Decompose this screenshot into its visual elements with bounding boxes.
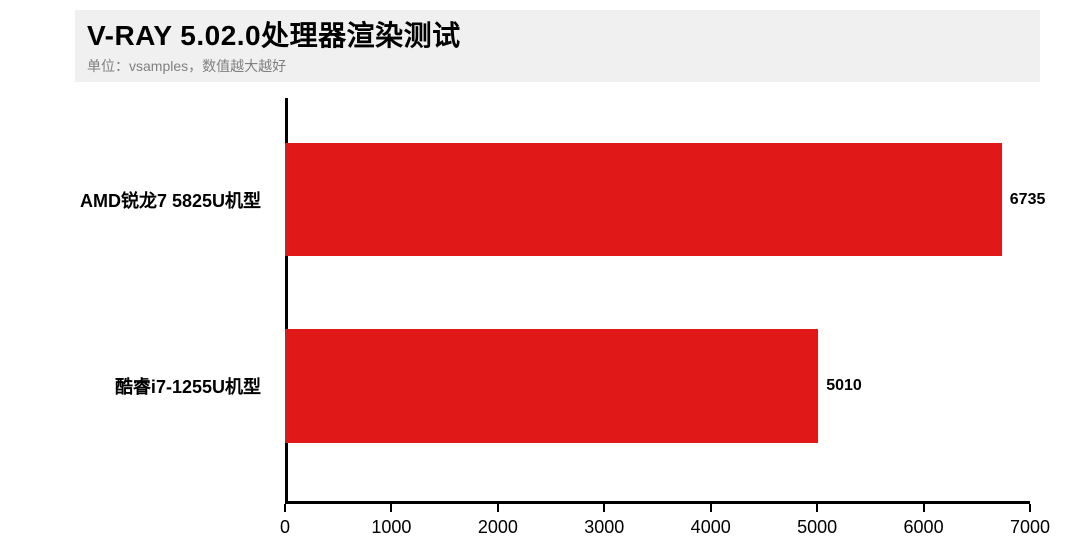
x-tick [284, 504, 286, 512]
x-tick-label: 2000 [478, 517, 518, 538]
x-tick [710, 504, 712, 512]
x-tick [603, 504, 605, 512]
category-label: AMD锐龙7 5825U机型 [75, 187, 275, 213]
chart-subtitle: 单位：vsamples，数值越大越好 [87, 56, 1028, 76]
chart-title: V-RAY 5.02.0处理器渲染测试 [87, 14, 1028, 54]
bar [285, 329, 818, 443]
x-tick [816, 504, 818, 512]
x-tick-label: 4000 [691, 517, 731, 538]
x-tick-label: 0 [280, 517, 290, 538]
x-tick [497, 504, 499, 512]
x-axis [285, 501, 1030, 504]
bar-value-label: 5010 [826, 377, 862, 395]
x-tick-label: 3000 [584, 517, 624, 538]
bar-value-label: 6735 [1010, 191, 1046, 209]
x-tick-label: 5000 [797, 517, 837, 538]
x-tick-label: 1000 [371, 517, 411, 538]
x-tick-label: 7000 [1010, 517, 1050, 538]
plot-area: 0100020003000400050006000700067355010 [285, 98, 1030, 504]
bar [285, 143, 1002, 257]
x-tick [923, 504, 925, 512]
chart: 0100020003000400050006000700067355010 AM… [75, 98, 1040, 540]
x-tick [1029, 504, 1031, 512]
category-label: 酷睿i7-1255U机型 [75, 373, 275, 399]
page: V-RAY 5.02.0处理器渲染测试 单位：vsamples，数值越大越好 0… [0, 10, 1080, 558]
chart-header: V-RAY 5.02.0处理器渲染测试 单位：vsamples，数值越大越好 [75, 10, 1040, 82]
x-tick [390, 504, 392, 512]
x-tick-label: 6000 [904, 517, 944, 538]
